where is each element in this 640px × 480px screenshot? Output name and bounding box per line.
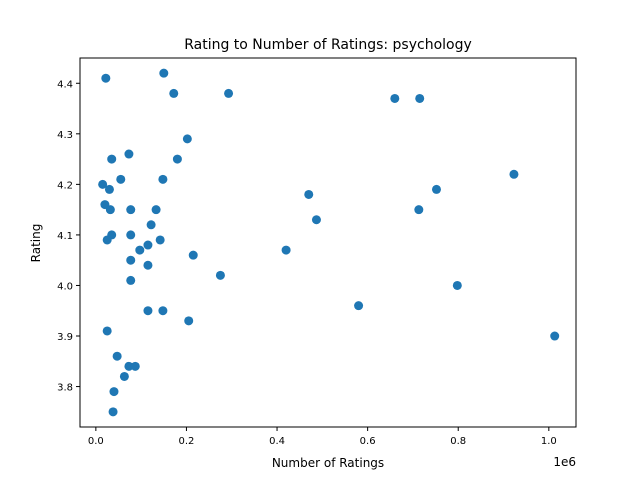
data-point xyxy=(158,174,168,184)
y-tick-label: 4.2 xyxy=(57,180,73,191)
data-point xyxy=(414,205,424,215)
data-point xyxy=(143,240,153,250)
data-point xyxy=(215,270,225,280)
data-point xyxy=(415,93,425,103)
data-point xyxy=(224,88,234,98)
y-axis-label: Rating xyxy=(29,224,43,263)
x-tick-label: 0.6 xyxy=(360,436,376,447)
data-point xyxy=(119,371,129,381)
data-point xyxy=(182,134,192,144)
data-point xyxy=(155,235,165,245)
data-point xyxy=(143,306,153,316)
data-point xyxy=(101,73,111,83)
data-point xyxy=(126,255,136,265)
x-axis-offset-label: 1e6 xyxy=(553,455,576,469)
data-point xyxy=(188,250,198,260)
y-tick-label: 4.1 xyxy=(57,231,73,242)
x-tick-label: 0.4 xyxy=(269,436,285,447)
data-point xyxy=(135,245,145,255)
data-point xyxy=(431,184,441,194)
y-tick-label: 4.4 xyxy=(57,79,73,90)
data-point xyxy=(304,189,314,199)
y-tick-label: 3.9 xyxy=(57,332,73,343)
data-point xyxy=(124,149,134,159)
data-point xyxy=(390,93,400,103)
data-point xyxy=(126,205,136,215)
data-point xyxy=(108,407,118,417)
data-point xyxy=(102,235,112,245)
data-point xyxy=(105,205,115,215)
data-point xyxy=(109,387,119,397)
data-point xyxy=(169,88,179,98)
data-point xyxy=(184,316,194,326)
data-point xyxy=(311,215,321,225)
data-point xyxy=(102,326,112,336)
data-point xyxy=(112,351,122,361)
y-tick-label: 3.8 xyxy=(57,383,73,394)
data-point xyxy=(130,361,140,371)
data-point xyxy=(158,306,168,316)
x-tick-label: 1.0 xyxy=(541,436,557,447)
data-point xyxy=(126,275,136,285)
data-point xyxy=(151,205,161,215)
data-point xyxy=(172,154,182,164)
x-axis: 0.0 0.2 0.4 0.6 0.8 1.0 xyxy=(88,427,557,447)
x-tick-label: 0.2 xyxy=(178,436,194,447)
data-point xyxy=(124,361,134,371)
data-point xyxy=(509,169,519,179)
data-point xyxy=(126,230,136,240)
x-axis-label: Number of Ratings xyxy=(272,456,384,470)
y-tick-label: 4.0 xyxy=(57,281,73,292)
data-point xyxy=(116,174,126,184)
data-point xyxy=(104,184,114,194)
data-point xyxy=(159,68,169,78)
x-tick-label: 0.8 xyxy=(450,436,466,447)
data-point xyxy=(281,245,291,255)
data-points xyxy=(98,68,560,417)
data-point xyxy=(452,280,462,290)
y-tick-label: 4.3 xyxy=(57,130,73,141)
data-point xyxy=(146,220,156,230)
data-point xyxy=(354,301,364,311)
plot-frame xyxy=(79,57,577,428)
chart-title: Rating to Number of Ratings: psychology xyxy=(184,37,472,53)
x-tick-label: 0.0 xyxy=(88,436,104,447)
data-point xyxy=(107,154,117,164)
data-point xyxy=(143,260,153,270)
y-axis: 3.8 3.9 4.0 4.1 4.2 4.3 4.4 xyxy=(57,79,80,394)
data-point xyxy=(550,331,560,341)
data-point xyxy=(98,179,108,189)
